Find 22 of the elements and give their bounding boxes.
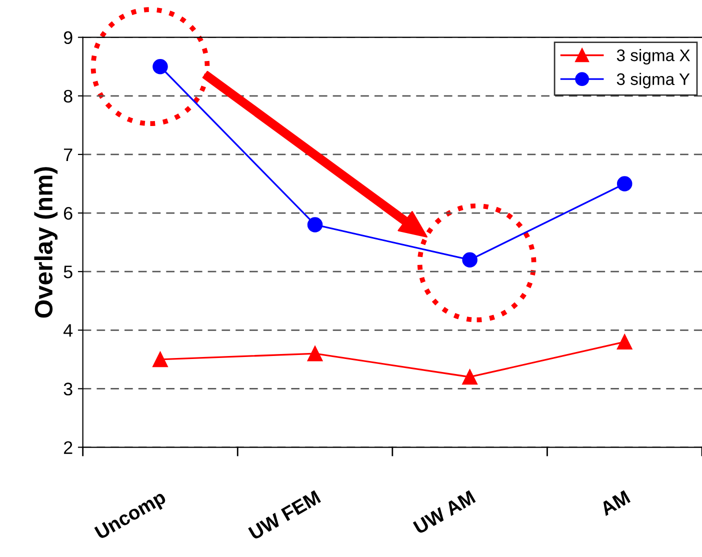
point (307, 346, 323, 362)
y-tick-label: 9 (64, 31, 72, 44)
y-tick-label: 5 (64, 266, 72, 278)
y-tick-label: 2 (64, 441, 72, 454)
x-tick-label: UW FEM (248, 490, 322, 540)
point (616, 176, 632, 192)
legend-label: 3 sigma X (616, 48, 690, 65)
y-tick-label: 7 (64, 148, 72, 161)
point (307, 217, 323, 232)
point (462, 252, 478, 268)
y-axis-title: Overlay (nm) (34, 167, 58, 318)
point (616, 334, 632, 350)
point (152, 58, 168, 74)
y-tick-label: 3 (64, 382, 72, 396)
y-tick-label: 6 (64, 206, 72, 220)
x-tick-label: UW AM (412, 490, 476, 534)
legend-label: 3 sigma Y (616, 72, 690, 88)
y-tick-label: 8 (64, 90, 72, 103)
point (152, 352, 168, 368)
x-tick-label: AM (599, 490, 631, 516)
point (462, 369, 478, 385)
y-tick-label: 4 (63, 324, 73, 337)
